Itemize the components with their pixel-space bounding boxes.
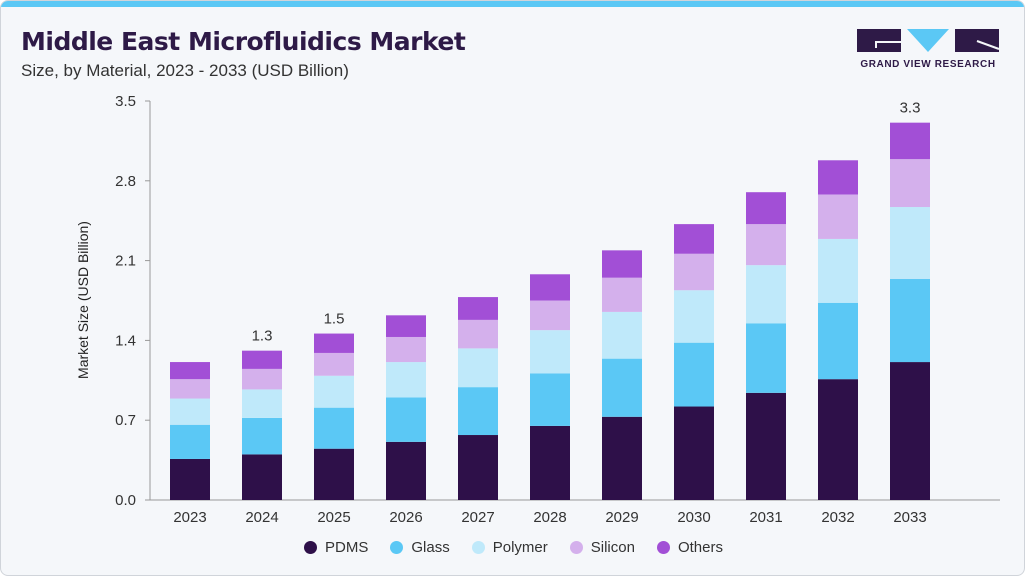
y-tick-label: 0.7 (115, 412, 136, 429)
legend-item-glass: Glass (390, 539, 450, 556)
legend-item-pdms: PDMS (304, 539, 368, 556)
legend-swatch-icon (390, 541, 404, 554)
bar-segment-pdms-2031 (746, 392, 786, 500)
bar-segment-glass-2032 (818, 302, 858, 380)
bar-segment-silicon-2027 (458, 319, 498, 349)
bar-segment-pdms-2032 (818, 379, 858, 500)
y-axis-title: Market Size (USD Billion) (75, 221, 91, 379)
bar-segment-silicon-2029 (602, 277, 642, 312)
bar-segment-glass-2028 (530, 373, 570, 426)
legend-label: PDMS (325, 539, 369, 556)
bar-segment-glass-2027 (458, 387, 498, 436)
y-tick-label: 1.4 (115, 332, 136, 349)
logo-text: GRAND VIEW RESEARCH (860, 59, 996, 70)
data-label-2025: 1.5 (324, 311, 345, 328)
bar-segment-silicon-2026 (386, 336, 426, 363)
bar-segment-others-2026 (386, 315, 426, 337)
bar-segment-glass-2030 (674, 342, 714, 407)
legend: PDMS Glass Polymer Silicon Others (1, 539, 1024, 556)
legend-label: Silicon (590, 539, 635, 556)
legend-swatch-icon (471, 541, 485, 554)
bar-segment-others-2027 (458, 297, 498, 320)
x-tick-label: 2032 (821, 509, 854, 526)
logo-mark-icon (857, 29, 1000, 52)
legend-swatch-icon (656, 541, 670, 554)
bar-segment-silicon-2032 (818, 194, 858, 239)
bar-segment-polymer-2024 (242, 389, 282, 418)
grand-view-research-logo: GRAND VIEW RESEARCH (857, 29, 1000, 73)
bar-segment-pdms-2025 (314, 448, 354, 500)
bar-segment-pdms-2029 (602, 416, 642, 500)
bar-segment-glass-2023 (170, 424, 210, 459)
x-tick-label: 2023 (173, 509, 206, 526)
bar-segment-others-2029 (602, 250, 642, 278)
legend-label: Polymer (492, 539, 548, 556)
y-tick-label: 3.5 (115, 93, 136, 110)
data-label-2033: 3.3 (900, 100, 921, 117)
bar-segment-polymer-2025 (314, 375, 354, 408)
x-tick-label: 2025 (317, 509, 350, 526)
bar-segment-silicon-2033 (890, 159, 930, 208)
bar-segment-silicon-2023 (170, 379, 210, 399)
y-tick-label: 2.1 (115, 253, 136, 270)
bar-segment-pdms-2023 (170, 458, 210, 500)
bar-segment-others-2025 (314, 333, 354, 353)
legend-swatch-icon (569, 541, 583, 554)
bar-segment-others-2030 (674, 224, 714, 254)
bar-segment-pdms-2026 (386, 441, 426, 500)
chart-title: Middle East Microfluidics Market (21, 27, 466, 56)
bar-segment-others-2031 (746, 192, 786, 225)
x-tick-label: 2026 (389, 509, 422, 526)
accent-bar (1, 1, 1024, 7)
data-label-2024: 1.3 (252, 328, 273, 345)
x-tick-label: 2027 (461, 509, 494, 526)
bar-segment-silicon-2028 (530, 300, 570, 331)
legend-item-others: Others (656, 539, 723, 556)
legend-swatch-icon (304, 541, 318, 554)
bar-segment-pdms-2024 (242, 454, 282, 500)
bar-segment-polymer-2026 (386, 362, 426, 398)
bar-segment-glass-2024 (242, 417, 282, 455)
y-tick-label: 0.0 (115, 492, 136, 509)
bar-segment-polymer-2028 (530, 330, 570, 374)
x-tick-label: 2024 (245, 509, 278, 526)
x-tick-label: 2028 (533, 509, 566, 526)
chart-subtitle: Size, by Material, 2023 - 2033 (USD Bill… (21, 61, 349, 80)
x-tick-label: 2030 (677, 509, 710, 526)
x-tick-label: 2031 (749, 509, 782, 526)
bar-segment-glass-2025 (314, 407, 354, 449)
bar-segment-polymer-2027 (458, 348, 498, 388)
bar-segment-glass-2026 (386, 397, 426, 442)
legend-item-silicon: Silicon (569, 539, 635, 556)
bar-segment-polymer-2031 (746, 265, 786, 324)
bar-segment-pdms-2027 (458, 435, 498, 500)
bar-segment-pdms-2033 (890, 362, 930, 500)
legend-item-polymer: Polymer (471, 539, 548, 556)
bar-segment-pdms-2030 (674, 406, 714, 500)
bar-segment-silicon-2025 (314, 352, 354, 376)
bar-segment-silicon-2024 (242, 368, 282, 390)
bar-segment-pdms-2028 (530, 425, 570, 500)
x-tick-label: 2029 (605, 509, 638, 526)
bar-segment-polymer-2030 (674, 290, 714, 343)
bar-segment-silicon-2030 (674, 253, 714, 291)
bar-segment-others-2023 (170, 362, 210, 380)
x-tick-label: 2033 (893, 509, 926, 526)
bar-segment-others-2033 (890, 122, 930, 160)
bar-segment-polymer-2029 (602, 311, 642, 359)
legend-label: Glass (411, 539, 450, 556)
legend-label: Others (677, 539, 723, 556)
bar-segment-polymer-2033 (890, 207, 930, 279)
bar-segment-glass-2031 (746, 323, 786, 393)
bar-segment-others-2024 (242, 350, 282, 369)
bar-segment-polymer-2032 (818, 238, 858, 303)
bar-segment-others-2032 (818, 160, 858, 195)
y-tick-label: 2.8 (115, 173, 136, 190)
bar-segment-glass-2029 (602, 358, 642, 417)
bar-segment-polymer-2023 (170, 398, 210, 425)
bar-segment-others-2028 (530, 274, 570, 301)
bar-segment-silicon-2031 (746, 224, 786, 266)
bar-segment-glass-2033 (890, 278, 930, 363)
